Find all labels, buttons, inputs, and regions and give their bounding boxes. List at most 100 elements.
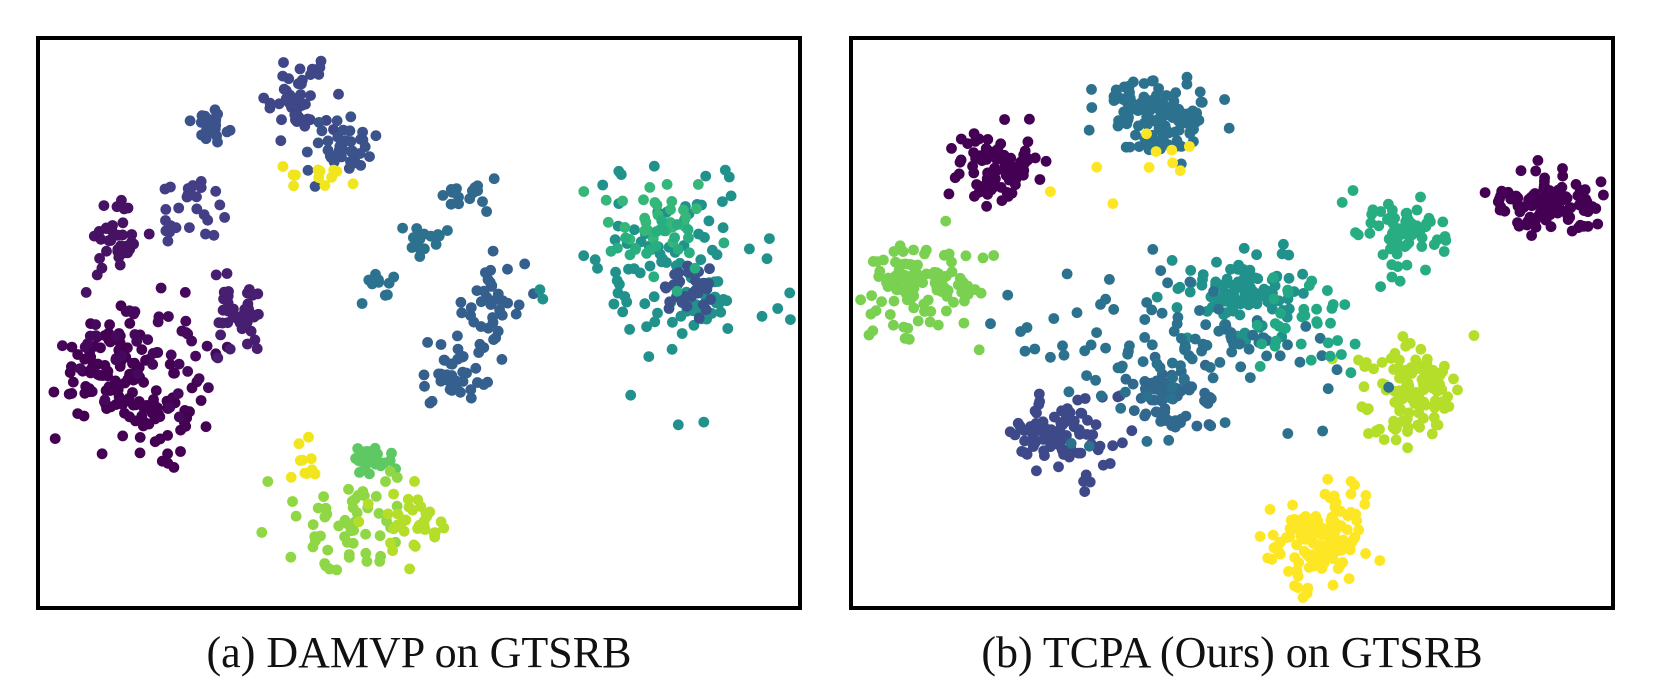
scatter-point <box>1386 271 1398 283</box>
scatter-point <box>344 125 356 137</box>
scatter-point <box>374 530 386 542</box>
scatter-point <box>980 143 992 154</box>
scatter-point <box>666 196 678 207</box>
scatter-point <box>641 248 652 259</box>
scatter-point <box>1015 326 1026 337</box>
scatter-point <box>1402 442 1413 454</box>
scatter-point <box>1401 259 1413 271</box>
scatter-point <box>1390 434 1402 446</box>
scatter-point <box>380 476 391 487</box>
scatter-point <box>215 329 227 341</box>
scatter-point <box>312 502 324 514</box>
scatter-point <box>1235 361 1247 373</box>
scatter-point <box>1166 255 1178 266</box>
scatter-point <box>1062 403 1073 414</box>
scatter-point <box>465 384 477 396</box>
scatter-point <box>1452 384 1463 396</box>
scatter-point <box>293 438 305 450</box>
scatter-point <box>322 544 334 556</box>
scatter-point <box>200 421 212 433</box>
scatter-point <box>1090 419 1102 430</box>
scatter-point <box>1073 426 1085 438</box>
scatter-point <box>1294 356 1306 368</box>
scatter-point <box>1280 532 1292 543</box>
scatter-point <box>905 289 917 301</box>
scatter-point <box>262 476 274 487</box>
scatter-point <box>1064 446 1075 458</box>
scatter-point <box>1317 425 1328 437</box>
scatter-point <box>363 274 375 286</box>
scatter-point <box>1332 563 1344 574</box>
scatter-point <box>1238 242 1250 254</box>
caption-b: (b) TCPA (Ours) on GTSRB <box>981 628 1483 677</box>
scatter-point <box>1375 206 1387 217</box>
scatter-point <box>1386 259 1398 271</box>
scatter-point <box>1172 311 1184 323</box>
scatter-point <box>345 111 357 123</box>
scatter-point <box>656 215 668 227</box>
scatter-point <box>119 407 130 419</box>
scatter-point <box>303 431 314 443</box>
scatter-point <box>1300 321 1312 332</box>
scatter-point <box>332 131 344 143</box>
scatter-point <box>1029 343 1041 355</box>
scatter-point <box>672 219 683 230</box>
scatter-point <box>1322 337 1334 349</box>
scatter-point <box>1063 386 1075 398</box>
scatter-point <box>359 449 371 460</box>
scatter-point <box>1282 339 1293 351</box>
scatter-point <box>484 276 496 288</box>
scatter-point <box>488 334 499 345</box>
scatter-point <box>1251 249 1262 261</box>
scatter-point <box>195 395 207 406</box>
scatter-point <box>1193 114 1205 126</box>
scatter-point <box>321 508 333 520</box>
scatter-point <box>301 146 313 158</box>
scatter-point <box>1434 378 1445 390</box>
scatter-point <box>160 204 172 215</box>
scatter-point <box>643 351 655 362</box>
scatter-point <box>1539 175 1550 187</box>
scatter-point <box>284 89 296 101</box>
scatter-point <box>1394 405 1405 417</box>
scatter-point <box>1061 268 1073 280</box>
scatter-point <box>1045 186 1056 198</box>
scatter-point <box>1120 386 1131 398</box>
scatter-point <box>138 401 150 413</box>
scatter-point <box>305 69 316 80</box>
scatter-point <box>874 265 886 277</box>
scatter-point <box>1358 381 1370 393</box>
scatter-point <box>437 190 449 201</box>
scatter-point <box>331 564 343 576</box>
scatter-point <box>357 126 368 138</box>
scatter-point <box>615 169 627 180</box>
scatter-point <box>1175 360 1186 371</box>
scatter-point <box>981 200 992 212</box>
scatter-point <box>198 209 210 221</box>
scatter-point <box>1120 141 1132 153</box>
scatter-point <box>689 262 701 274</box>
scatter-point <box>1218 280 1229 291</box>
scatter-point <box>785 314 796 325</box>
scatter-point <box>468 316 480 328</box>
scatter-point <box>1345 476 1357 487</box>
scatter-point <box>1204 362 1216 373</box>
scatter-point <box>318 491 329 502</box>
scatter-point <box>1086 102 1098 113</box>
scatter-point <box>1448 373 1459 385</box>
scatter-point <box>1331 364 1343 376</box>
scatter-point <box>683 232 694 244</box>
scatter-point <box>294 63 306 75</box>
scatter-point <box>888 295 900 307</box>
scatter-point <box>1339 299 1351 310</box>
scatter-point <box>461 367 472 379</box>
scatter-point <box>388 488 399 500</box>
scatter-point <box>719 164 731 176</box>
scatter-point <box>1570 179 1582 190</box>
scatter-point <box>904 259 915 270</box>
scatter-point <box>1053 461 1064 473</box>
scatter-point <box>325 152 337 164</box>
scatter-point <box>1113 115 1124 126</box>
scatter-point <box>388 523 399 535</box>
scatter-point <box>442 225 453 236</box>
